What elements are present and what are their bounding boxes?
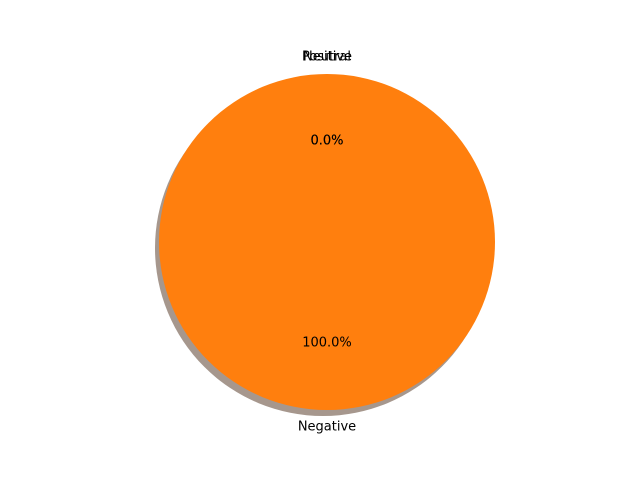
pie-slice-negative	[159, 74, 495, 410]
pie-label-positive: Positive	[302, 50, 352, 65]
pie-label-neutral: Neutral	[303, 50, 351, 65]
pie-percent-neutral: 0.0%	[310, 134, 343, 149]
pie-percent-positive: 0.0%	[310, 134, 343, 149]
pie-percent-negative: 100.0%	[302, 335, 352, 350]
pie-label-negative: Negative	[298, 419, 356, 434]
